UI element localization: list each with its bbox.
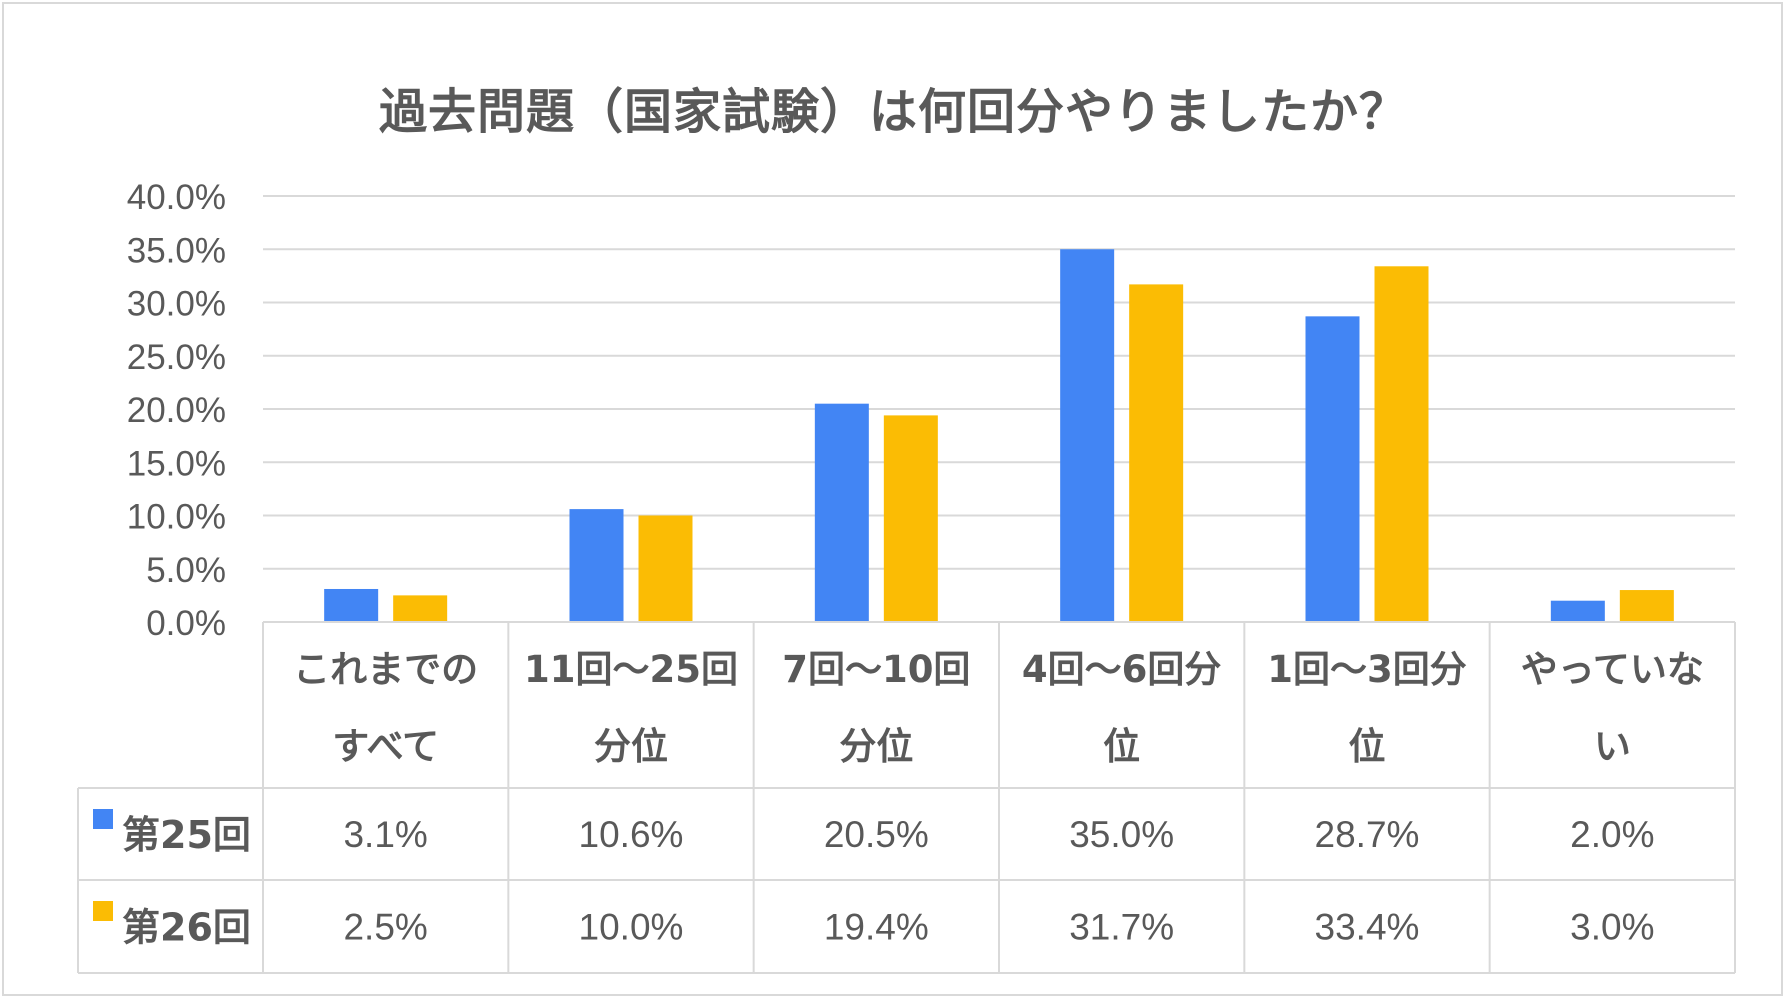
- bar: [1129, 284, 1184, 622]
- category-label: 11回〜25回: [524, 648, 738, 691]
- bar: [393, 595, 448, 622]
- data-label: 20.5%: [824, 814, 929, 855]
- data-label: 31.7%: [1069, 907, 1174, 948]
- y-tick-label: 25.0%: [127, 338, 226, 377]
- category-label: 分位: [839, 725, 913, 768]
- chart-title: 過去問題（国家試験）は何回分やりましたか？: [378, 84, 1408, 140]
- data-label: 10.6%: [579, 814, 684, 855]
- category-label: 位: [1349, 725, 1386, 768]
- bar: [324, 588, 379, 622]
- category-label: 位: [1103, 725, 1140, 768]
- bar: [1374, 266, 1429, 622]
- category-label: 7回〜10回: [782, 648, 970, 691]
- bar: [883, 415, 938, 622]
- data-label: 2.0%: [1570, 814, 1654, 855]
- data-label: 33.4%: [1315, 907, 1420, 948]
- y-tick-label: 10.0%: [127, 498, 226, 537]
- bar: [1619, 590, 1674, 622]
- data-label: 3.0%: [1570, 907, 1654, 948]
- bar: [814, 403, 869, 622]
- bar: [569, 509, 624, 622]
- y-tick-label: 5.0%: [146, 551, 226, 590]
- data-label: 19.4%: [824, 907, 929, 948]
- legend-swatch: [93, 809, 113, 829]
- category-label: い: [1594, 725, 1631, 768]
- data-label: 10.0%: [579, 907, 684, 948]
- bar: [1305, 316, 1360, 622]
- legend-swatch: [93, 901, 113, 921]
- bar: [638, 515, 693, 622]
- data-label: 35.0%: [1069, 814, 1174, 855]
- category-label: これまでの: [293, 648, 478, 691]
- y-tick-label: 40.0%: [127, 178, 226, 217]
- data-label: 2.5%: [343, 907, 427, 948]
- legend-label: 第26回: [122, 906, 251, 950]
- y-tick-label: 35.0%: [127, 231, 226, 270]
- y-tick-label: 15.0%: [127, 444, 226, 483]
- data-label: 3.1%: [343, 814, 427, 855]
- category-label: すべて: [332, 725, 439, 768]
- y-tick-label: 0.0%: [146, 604, 226, 643]
- category-label: 分位: [594, 725, 668, 768]
- legend-label: 第25回: [122, 813, 251, 857]
- y-tick-label: 20.0%: [127, 391, 226, 430]
- y-tick-label: 30.0%: [127, 285, 226, 324]
- bar: [1550, 600, 1605, 622]
- category-label: やっていな: [1521, 648, 1704, 691]
- bar: [1060, 249, 1115, 622]
- category-label: 1回〜3回分: [1267, 648, 1467, 691]
- category-label: 4回〜6回分: [1022, 648, 1222, 691]
- data-label: 28.7%: [1315, 814, 1420, 855]
